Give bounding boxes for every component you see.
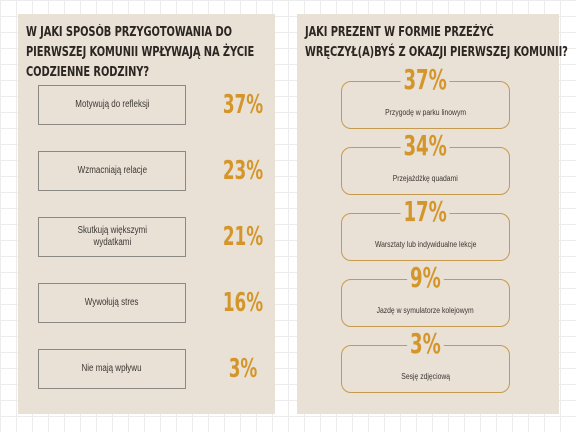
left-answer-row: Motywują do refleksji 37%: [38, 85, 268, 127]
gift-card: 9% Jazdę w symulatorze kolejowym: [341, 262, 510, 327]
left-panel: W JAKI SPOSÓB PRZYGOTOWANIA DO PIERWSZEJ…: [18, 14, 275, 414]
answer-box: Wywołują stres: [38, 283, 186, 323]
answer-percent: 23%: [222, 156, 264, 186]
left-panel-title: W JAKI SPOSÓB PRZYGOTOWANIA DO PIERWSZEJ…: [26, 23, 254, 83]
answer-label: Wywołują stres: [85, 297, 139, 308]
gift-label-text: Jazdę w symulatorze kolejowym: [376, 306, 475, 315]
gift-label: Przejażdżkę quadami: [342, 174, 509, 184]
gift-label-text: Warsztaty lub indywidualne lekcje: [374, 240, 477, 249]
gift-card: 17% Warsztaty lub indywidualne lekcje: [341, 196, 510, 261]
answer-percent: 37%: [222, 90, 264, 120]
gift-label: Sesję zdjęciową: [342, 372, 509, 382]
gift-label-text: Przejażdżkę quadami: [392, 174, 458, 183]
answer-box: Skutkują większymi wydatkami: [38, 217, 186, 257]
answer-label: Nie mają wpływu: [81, 363, 143, 374]
left-title-line-1: W JAKI SPOSÓB PRZYGOTOWANIA DO: [26, 25, 232, 40]
answer-box: Wzmacniają relacje: [38, 151, 186, 191]
gift-percent: 9%: [342, 262, 509, 294]
gift-percent-value: 9%: [407, 262, 444, 294]
gift-percent: 17%: [342, 196, 509, 228]
gift-percent-value: 37%: [400, 64, 451, 96]
right-panel: JAKI PREZENT W FORMIE PRZEŻYĆ WRĘCZYŁ(A)…: [297, 14, 568, 414]
answer-percent: 21%: [222, 222, 264, 252]
answer-label: Motywują do refleksji: [74, 99, 150, 110]
gift-percent: 34%: [342, 130, 509, 162]
gift-card: 37% Przygodę w parku linowym: [341, 64, 510, 129]
answer-percent: 3%: [228, 354, 258, 384]
gift-label-text: Przygodę w parku linowym: [385, 108, 466, 117]
gift-card: 3% Sesję zdjęciową: [341, 328, 510, 393]
left-title-line-2: PIERWSZEJ KOMUNII WPŁYWAJĄ NA ŻYCIE: [26, 45, 255, 60]
left-answer-row: Wzmacniają relacje 23%: [38, 151, 268, 193]
gift-percent: 37%: [342, 64, 509, 96]
left-answer-row: Wywołują stres 16%: [38, 283, 268, 325]
answer-box: Nie mają wpływu: [38, 349, 186, 389]
left-answer-row: Nie mają wpływu 3%: [38, 349, 268, 391]
gift-percent: 3%: [342, 328, 509, 360]
answer-label: Wzmacniają relacje: [77, 165, 147, 176]
gift-card: 34% Przejażdżkę quadami: [341, 130, 510, 195]
gift-label: Warsztaty lub indywidualne lekcje: [342, 240, 509, 250]
answer-label: Skutkują większymi wydatkami: [77, 225, 147, 248]
gift-percent-value: 3%: [407, 328, 444, 360]
left-title-line-3: CODZIENNE RODZINY?: [26, 65, 150, 80]
gift-percent-value: 34%: [400, 130, 451, 162]
gift-percent-value: 17%: [400, 196, 451, 228]
right-title-line-1: JAKI PREZENT W FORMIE PRZEŻYĆ: [305, 25, 494, 40]
gift-label-text: Sesję zdjęciową: [401, 372, 450, 381]
right-panel-title: JAKI PREZENT W FORMIE PRZEŻYĆ WRĘCZYŁ(A)…: [305, 23, 568, 63]
left-answer-row: Skutkują większymi wydatkami 21%: [38, 217, 268, 259]
gift-label: Przygodę w parku linowym: [342, 108, 509, 118]
answer-percent: 16%: [222, 288, 264, 318]
right-title-line-2: WRĘCZYŁ(A)BYŚ Z OKAZJI PIERWSZEJ KOMUNII…: [305, 45, 568, 60]
answer-box: Motywują do refleksji: [38, 85, 186, 125]
gift-label: Jazdę w symulatorze kolejowym: [342, 306, 509, 316]
